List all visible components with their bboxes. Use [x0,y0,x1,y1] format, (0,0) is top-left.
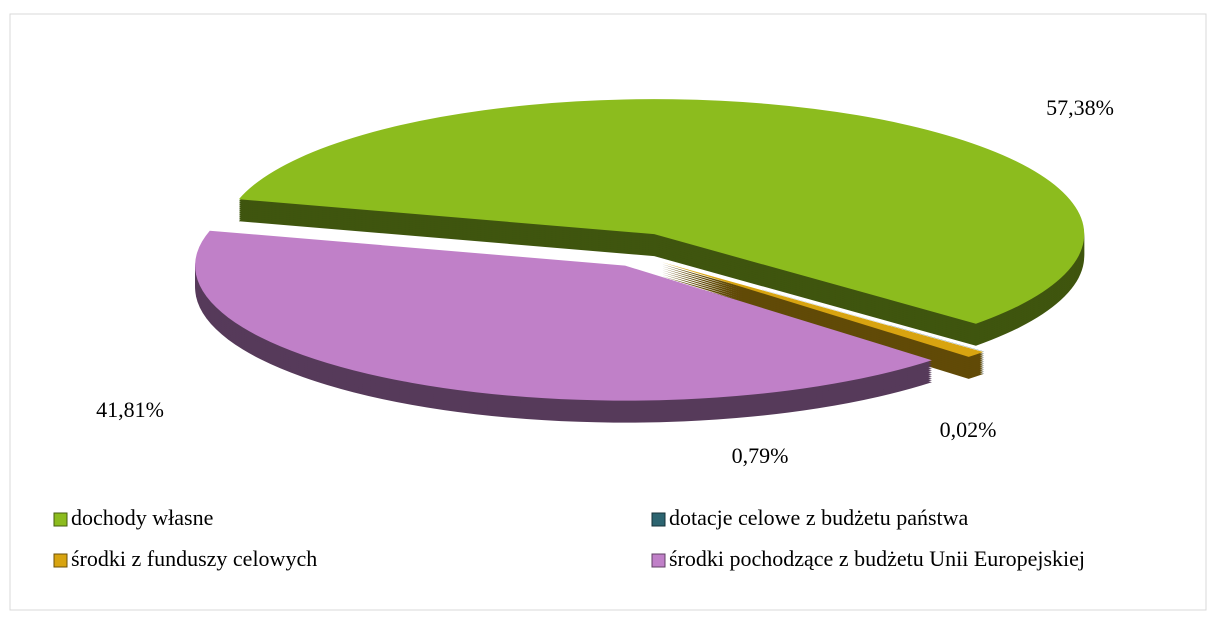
data-label: 57,38% [1046,95,1114,120]
slice [661,262,984,357]
legend-label: środki z funduszy celowych [71,546,317,571]
legend-label: dochody własne [71,505,213,530]
data-label: 41,81% [96,397,164,422]
slice [662,261,985,352]
legend-label: środki pochodzące z budżetu Unii Europej… [669,546,1085,571]
legend-swatch [651,512,666,527]
legend-swatch [53,553,68,568]
data-label: 0,02% [940,417,997,442]
slice [195,230,932,401]
legend-swatch [651,553,666,568]
slice [238,99,1085,324]
legend-label: dotacje celowe z budżetu państwa [669,505,969,530]
legend-swatch [53,512,68,527]
data-label: 0,79% [732,443,789,468]
